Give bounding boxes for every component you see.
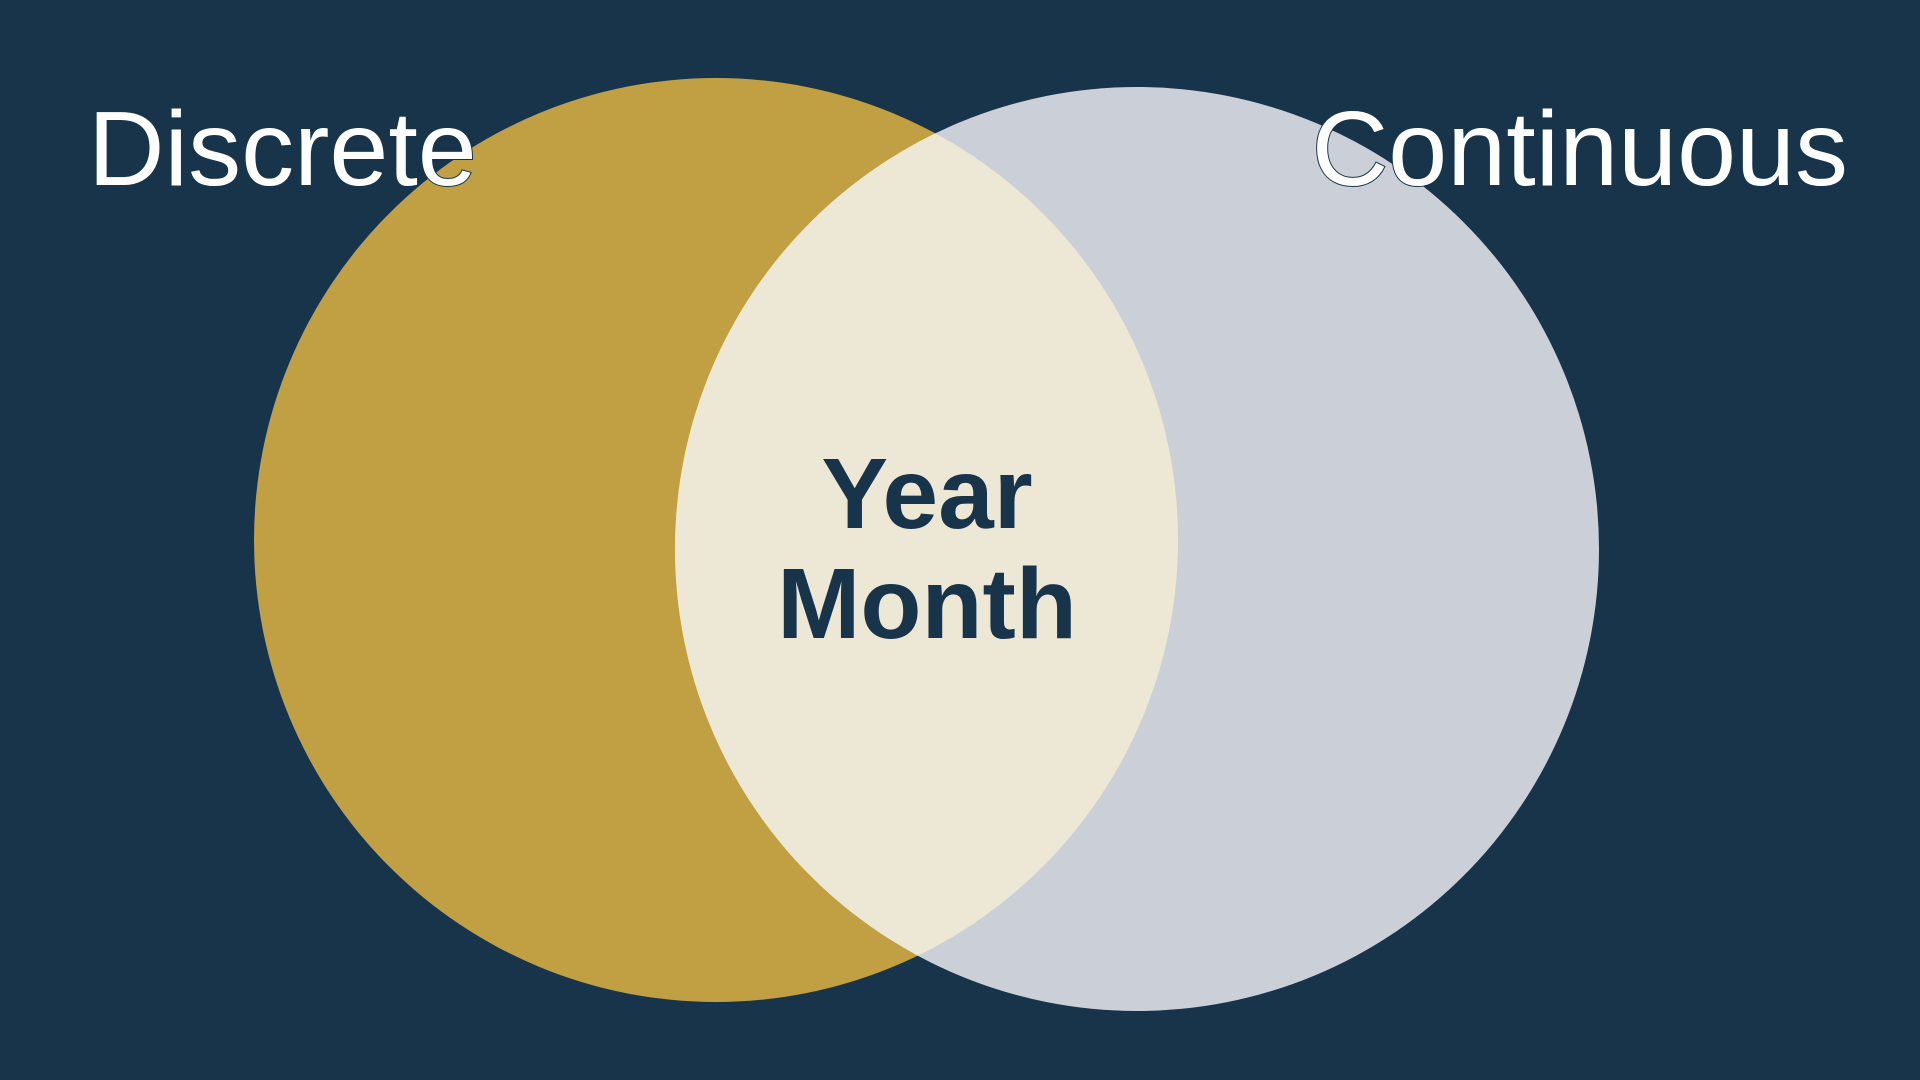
- discrete-label: Discrete: [88, 90, 477, 208]
- intersection-item-month: Month: [777, 548, 1077, 660]
- intersection-item-year: Year: [821, 438, 1032, 550]
- continuous-label: Continuous: [1312, 90, 1848, 208]
- intersection-region: [675, 87, 1178, 1002]
